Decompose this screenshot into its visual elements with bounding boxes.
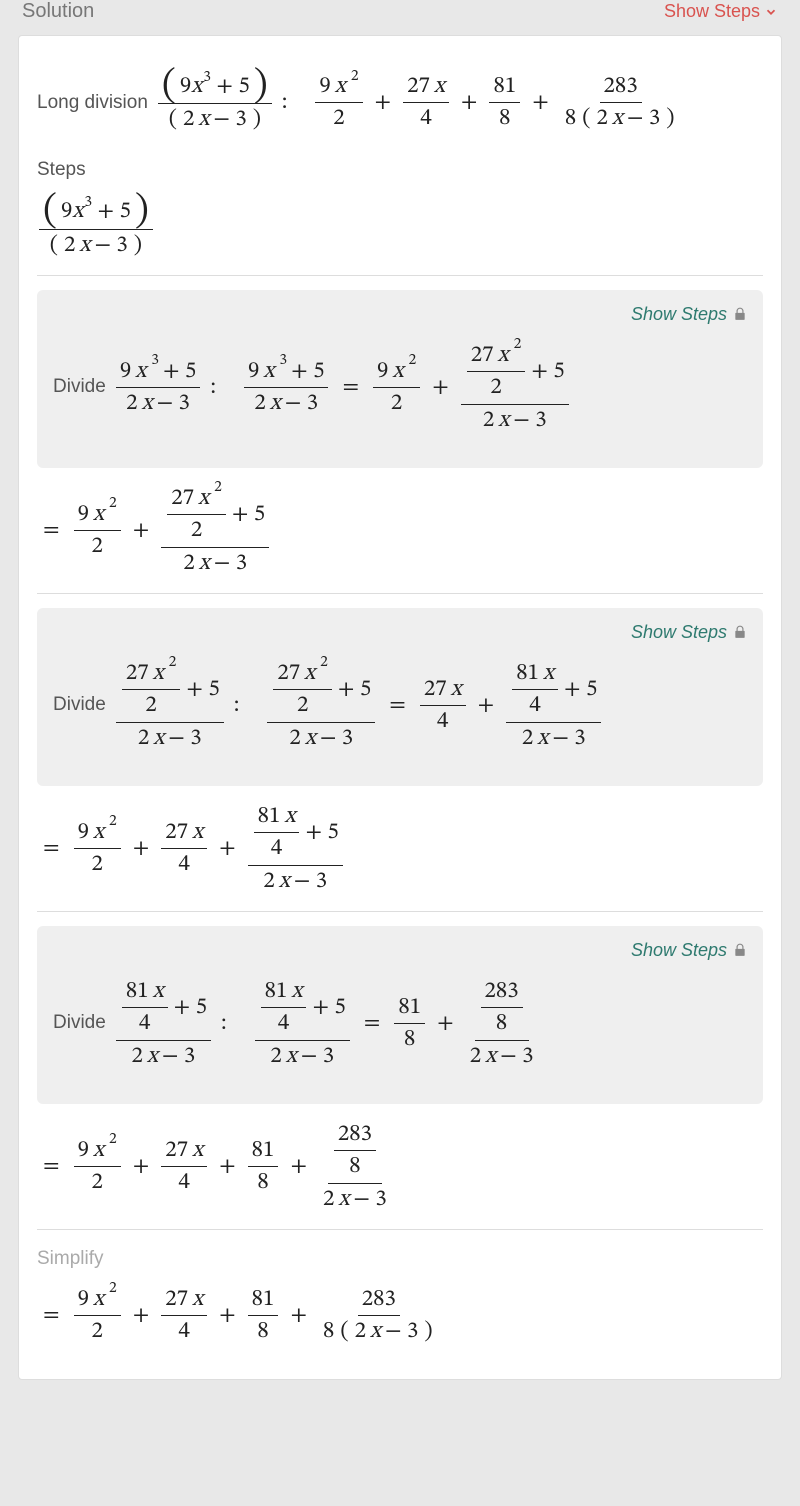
final-expr: = 9x2 2 + 27x 4 + 81 8 + 283 8(2x − 3)	[37, 1284, 441, 1347]
mid3-expr: = 9x2 2 + 27x 4 + 81 8 + 283 8	[37, 1118, 393, 1215]
step2-expr: 27x2 2 + 5 2x − 3 : 27x2 2	[114, 657, 604, 754]
step-box-2: Show Steps Divide 27x2 2 + 5 2x − 3 :	[37, 608, 763, 786]
divide-label: Divide	[53, 376, 106, 398]
initial-expr: ( 9x3 + 5 ) (2x − 3)	[37, 195, 155, 260]
mid1-row: = 9x2 2 + 27x2 2 + 5 2x − 3	[37, 482, 763, 579]
simplify-label: Simplify	[37, 1248, 763, 1270]
solution-heading: Solution	[22, 0, 94, 23]
step1-expr: 9x3 + 5 2x − 3 : 9x3 + 5 2x − 3 = 9x2 2 …	[114, 339, 571, 436]
divide-label: Divide	[53, 1012, 106, 1034]
show-steps-text: Show Steps	[631, 940, 727, 961]
mid2-expr: = 9x2 2 + 27x 4 + 81x 4 + 5 2x − 3	[37, 800, 345, 897]
mid2-row: = 9x2 2 + 27x 4 + 81x 4 + 5 2x − 3	[37, 800, 763, 897]
divider	[37, 911, 763, 912]
header-row: Solution Show Steps	[0, 0, 800, 29]
mid3-row: = 9x2 2 + 27x 4 + 81 8 + 283 8	[37, 1118, 763, 1215]
show-steps-inline-2[interactable]: Show Steps	[53, 622, 747, 643]
steps-heading: Steps	[37, 159, 763, 181]
lock-icon	[733, 306, 747, 322]
show-steps-text: Show Steps	[631, 622, 727, 643]
lock-icon	[733, 624, 747, 640]
lock-icon	[733, 942, 747, 958]
step3-expr: 81x 4 + 5 2x − 3 : 81x 4 +	[114, 975, 540, 1072]
show-steps-inline-3[interactable]: Show Steps	[53, 940, 747, 961]
long-division-label: Long division	[37, 92, 148, 114]
final-row: = 9x2 2 + 27x 4 + 81 8 + 283 8(2x − 3)	[37, 1284, 763, 1347]
long-division-row: Long division ( 9x3 + 5 ) (2x − 3) : 9x2…	[37, 70, 763, 135]
divider	[37, 593, 763, 594]
show-steps-label: Show Steps	[664, 1, 760, 22]
divider	[37, 275, 763, 276]
solution-card: Long division ( 9x3 + 5 ) (2x − 3) : 9x2…	[18, 35, 782, 1380]
divider	[37, 1229, 763, 1230]
initial-expr-row: ( 9x3 + 5 ) (2x − 3)	[37, 195, 763, 260]
show-steps-toggle[interactable]: Show Steps	[664, 1, 778, 22]
step-box-1: Show Steps Divide 9x3 + 5 2x − 3 : 9x3 +…	[37, 290, 763, 468]
show-steps-inline-1[interactable]: Show Steps	[53, 304, 747, 325]
divide-label: Divide	[53, 694, 106, 716]
long-division-expr: ( 9x3 + 5 ) (2x − 3) : 9x2 2 + 27x 4 +	[156, 70, 683, 135]
chevron-down-icon	[764, 5, 778, 19]
mid1-expr: = 9x2 2 + 27x2 2 + 5 2x − 3	[37, 482, 271, 579]
step-box-3: Show Steps Divide 81x 4 + 5 2x − 3 :	[37, 926, 763, 1104]
show-steps-text: Show Steps	[631, 304, 727, 325]
